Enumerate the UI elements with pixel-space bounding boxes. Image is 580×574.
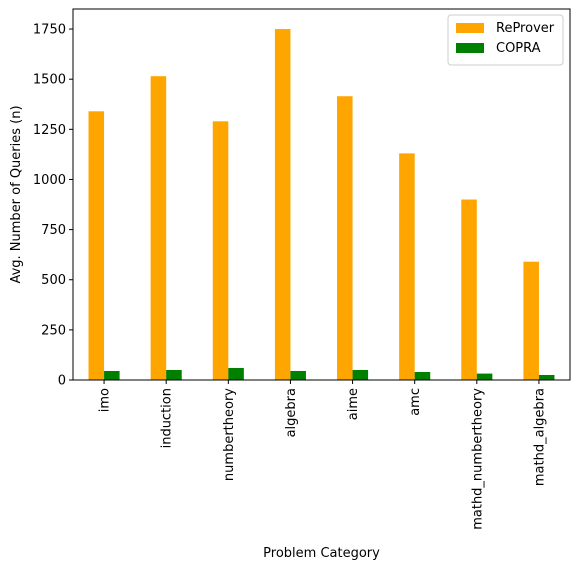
bar-reprover-numbertheory bbox=[212, 121, 229, 380]
bars-group bbox=[88, 29, 555, 381]
bar-copra-imo bbox=[104, 370, 120, 380]
y-tick-label: 1750 bbox=[33, 23, 66, 38]
legend-label-copra: COPRA bbox=[496, 41, 541, 56]
bar-reprover-induction bbox=[150, 76, 167, 380]
x-tick-label: amc bbox=[408, 388, 423, 416]
x-tick-label: algebra bbox=[284, 388, 299, 437]
y-tick-label: 0 bbox=[58, 374, 66, 389]
bar-reprover-aime bbox=[337, 96, 353, 380]
bar-copra-mathd-algebra bbox=[538, 374, 555, 380]
bar-reprover-mathd-algebra bbox=[523, 261, 539, 380]
bar-reprover-mathd-numbertheory bbox=[461, 199, 477, 380]
bar-copra-induction bbox=[166, 369, 182, 380]
x-tick-label: numbertheory bbox=[222, 388, 237, 481]
bar-copra-amc bbox=[414, 371, 431, 380]
bar-reprover-algebra bbox=[274, 29, 291, 381]
bar-copra-mathd-numbertheory bbox=[476, 373, 493, 380]
x-tick-label: mathd_algebra bbox=[532, 388, 547, 486]
bar-copra-numbertheory bbox=[228, 367, 244, 380]
y-tick-label: 500 bbox=[41, 273, 66, 288]
y-tick-label: 250 bbox=[41, 323, 66, 338]
y-tick-label: 1250 bbox=[33, 123, 66, 138]
x-tick-label: imo bbox=[98, 388, 113, 412]
legend-label-reprover: ReProver bbox=[496, 21, 555, 36]
plot-frame bbox=[72, 8, 571, 381]
y-axis: 0 250 500 750 1000 1250 1500 1750 bbox=[33, 23, 73, 389]
bar-copra-algebra bbox=[290, 370, 306, 380]
y-tick-label: 750 bbox=[41, 223, 66, 238]
x-axis: imo induction numbertheory algebra aime amc ma… bbox=[98, 380, 547, 530]
y-axis-label: Avg. Number of Queries (n) bbox=[9, 105, 24, 283]
legend-swatch-reprover bbox=[456, 23, 484, 33]
y-tick-label: 1500 bbox=[33, 73, 66, 88]
x-tick-label: induction bbox=[160, 388, 175, 448]
x-tick-label: aime bbox=[346, 388, 361, 420]
x-tick-label: mathd_numbertheory bbox=[470, 388, 485, 530]
bar-reprover-amc bbox=[399, 153, 415, 380]
x-axis-label: Problem Category bbox=[263, 546, 380, 561]
bar-reprover-imo bbox=[88, 111, 105, 381]
y-tick-label: 1000 bbox=[33, 173, 66, 188]
legend: ReProver COPRA bbox=[447, 14, 564, 66]
legend-swatch-copra bbox=[456, 43, 484, 53]
bar-copra-aime bbox=[352, 369, 369, 380]
